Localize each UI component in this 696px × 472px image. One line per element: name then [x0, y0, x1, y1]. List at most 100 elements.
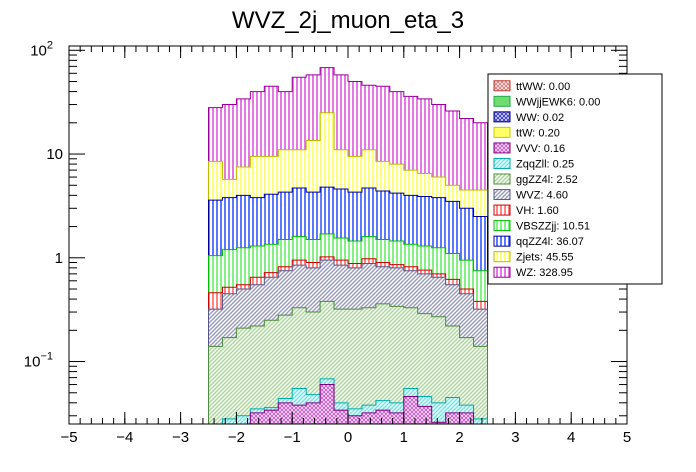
legend-entry: VVV: 0.16 — [493, 142, 565, 155]
bar-vvv-5 — [278, 402, 293, 424]
x-tick-label: 0 — [344, 429, 352, 446]
bar-zqqzll-19 — [473, 418, 488, 424]
bar-zqqzll-1 — [222, 418, 237, 424]
bar-vvv-15 — [417, 406, 432, 424]
legend-entry: WZ: 328.95 — [493, 266, 573, 279]
legend-entry: ttWW: 0.00 — [493, 80, 570, 93]
bar-vvv-17 — [445, 412, 460, 424]
legend-entry: WVZ: 4.60 — [493, 189, 568, 202]
legend-label: ttW: 0.20 — [516, 127, 560, 139]
legend-label: WZ: 328.95 — [516, 267, 573, 279]
legend-label: ggZZ4l: 2.52 — [516, 174, 578, 186]
bar-ggzz4l-18 — [459, 337, 474, 424]
bar-ggzz4l-4 — [264, 320, 279, 424]
bar-ggzz4l-10 — [348, 309, 362, 424]
legend-entry: WW: 0.02 — [493, 111, 564, 124]
legend-swatch — [493, 173, 511, 185]
x-tick-label: 4 — [567, 429, 575, 446]
y-tick-label: 102 — [30, 39, 53, 59]
legend-entry: ggZZ4l: 2.52 — [493, 173, 578, 186]
legend-label: WVZ: 4.60 — [516, 190, 568, 202]
bar-ggzz4l-9 — [334, 309, 348, 424]
bar-ggzz4l-13 — [389, 306, 404, 424]
bar-ggzz4l-2 — [236, 328, 251, 424]
legend-label: WW: 0.02 — [516, 112, 564, 124]
bar-vvv-8 — [320, 384, 335, 424]
series-vvv — [208, 384, 488, 424]
bar-vvv-16 — [431, 422, 446, 424]
bar-ggzz4l-1 — [222, 337, 237, 424]
bar-ggzz4l-11 — [361, 307, 376, 424]
legend-swatch — [493, 126, 511, 138]
x-tick-label: −1 — [284, 429, 301, 446]
bar-vvv-14 — [403, 396, 418, 424]
x-tick-label: −2 — [228, 429, 245, 446]
bar-vvv-9 — [334, 410, 348, 424]
outline-vh — [208, 256, 488, 424]
legend-label: qqZZ4l: 36.07 — [516, 236, 584, 248]
legend-entry: ZqqZll: 0.25 — [493, 157, 574, 170]
legend-swatch — [493, 111, 511, 123]
legend-label: VBSZZjj: 10.51 — [516, 221, 590, 233]
bar-ggzz4l-0 — [208, 346, 223, 424]
outline-qqzz4l — [208, 186, 488, 424]
legend-entry: ttW: 0.20 — [493, 126, 560, 139]
legend-swatch — [493, 251, 511, 263]
outline-vbszzjj — [208, 233, 488, 424]
x-tick-label: 3 — [511, 429, 519, 446]
bar-ggzz4l-12 — [375, 303, 390, 424]
bar-vvv-18 — [459, 412, 474, 424]
bar-vvv-12 — [375, 410, 390, 424]
bars-layer — [208, 67, 488, 424]
bar-ggzz4l-5 — [278, 315, 293, 424]
legend-label: ttWW: 0.00 — [516, 81, 570, 93]
bar-vvv-10 — [348, 415, 362, 424]
legend-label: ZqqZll: 0.25 — [516, 158, 574, 170]
bar-zqqzll-16 — [431, 402, 446, 424]
legend-entry: qqZZ4l: 36.07 — [493, 235, 584, 248]
legend-swatch — [493, 189, 511, 201]
bar-ggzz4l-16 — [431, 316, 446, 424]
legend-label: WWjjEWK6: 0.00 — [516, 96, 600, 108]
bar-vvv-4 — [264, 410, 279, 424]
bar-vvv-11 — [361, 412, 376, 424]
outline-wvz — [208, 259, 488, 424]
bar-vvv-6 — [292, 405, 307, 424]
x-tick-label: −3 — [172, 429, 189, 446]
bar-vvv-3 — [250, 412, 265, 424]
legend-entry: VH: 1.60 — [493, 204, 559, 217]
legend-entry: WWjjEWK6: 0.00 — [493, 95, 600, 108]
outline-ggzz4l — [208, 300, 488, 424]
legend-swatch — [493, 220, 511, 232]
bar-ggzz4l-3 — [250, 326, 265, 424]
outline-zqqzll — [208, 378, 488, 424]
legend-label: VH: 1.60 — [516, 205, 559, 217]
y-tick-label: 10−1 — [24, 351, 53, 371]
legend-swatch — [493, 266, 511, 278]
bar-ggzz4l-19 — [473, 346, 488, 424]
legend-swatch — [493, 204, 511, 216]
legend-entry: VBSZZjj: 10.51 — [493, 220, 590, 233]
x-tick-label: 1 — [400, 429, 408, 446]
x-tick-label: 2 — [455, 429, 463, 446]
x-tick-label: 5 — [623, 429, 631, 446]
outline-zjets — [208, 112, 488, 424]
bar-zqqzll-2 — [236, 415, 251, 424]
legend-swatch — [493, 95, 511, 107]
legend-swatch — [493, 80, 511, 92]
y-tick-label: 1 — [55, 250, 63, 267]
legend-swatch — [493, 142, 511, 154]
legend-label: VVV: 0.16 — [516, 143, 565, 155]
outline-wz — [208, 67, 488, 424]
x-tick-label: −5 — [60, 429, 77, 446]
legend-box — [487, 73, 663, 285]
x-tick-label: −4 — [116, 429, 133, 446]
legend-swatch — [493, 235, 511, 247]
legend-entry: Zjets: 45.55 — [493, 251, 573, 264]
legend: ttWW: 0.00 WWjjEWK6: 0.00 WW: 0.02 ttW: 0.2… — [487, 73, 663, 285]
bar-vvv-13 — [389, 412, 404, 424]
bar-vvv-7 — [306, 402, 321, 424]
chart-title: WVZ_2j_muon_eta_3 — [232, 7, 464, 34]
legend-label: Zjets: 45.55 — [516, 252, 573, 264]
